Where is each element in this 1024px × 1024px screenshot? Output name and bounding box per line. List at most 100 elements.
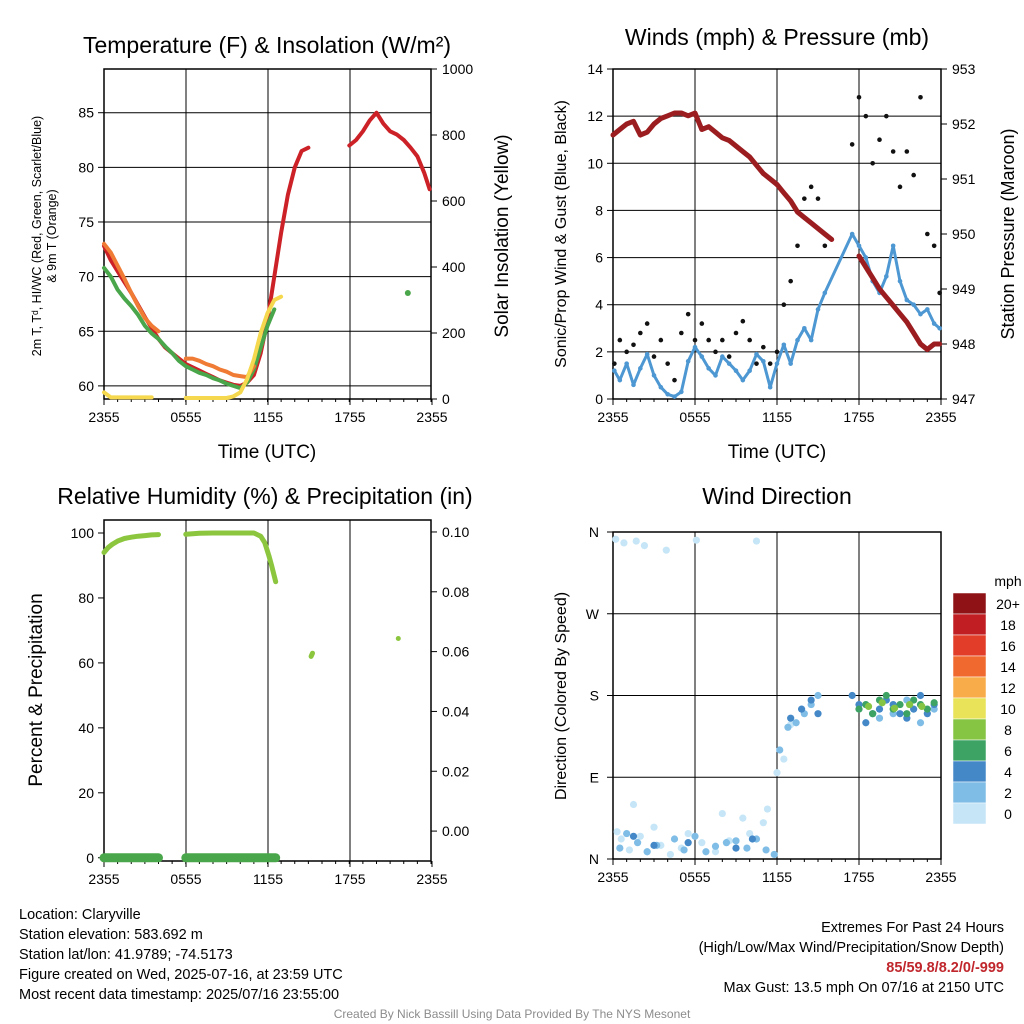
wind-point	[931, 321, 937, 326]
gust-point	[733, 330, 739, 336]
y-tick-label: 4	[595, 297, 603, 313]
direction-point	[629, 832, 638, 840]
direction-point	[916, 691, 925, 700]
direction-point	[752, 537, 761, 545]
x-tick-label: 2355	[597, 409, 628, 425]
direction-point	[896, 700, 904, 709]
gust-point	[672, 377, 677, 383]
gust-point	[781, 302, 787, 308]
wind-point	[815, 307, 821, 312]
wind-point	[679, 389, 684, 395]
wind-point	[631, 382, 636, 388]
y2-axis-label: Solar Insolation (Yellow)	[492, 134, 513, 337]
direction-point	[770, 850, 778, 859]
temp-series-line	[347, 110, 432, 192]
x-tick-label: 1755	[334, 409, 365, 425]
direction-point	[862, 719, 870, 727]
wind-point	[937, 325, 942, 331]
gust-point	[706, 337, 711, 343]
temp-series-point	[404, 290, 411, 297]
gust-point	[904, 149, 910, 154]
x-tick-label: 2355	[416, 871, 447, 887]
y2-tick-label: 0.06	[442, 644, 469, 660]
legend-label: 14	[1000, 659, 1016, 675]
direction-point	[640, 542, 649, 550]
y-axis-label: Percent & Precipitation	[26, 593, 47, 786]
direction-point	[798, 705, 806, 713]
recent-data-text: Most recent data timestamp: 2025/07/16 2…	[19, 987, 340, 1003]
x-tick-label: 2355	[925, 409, 956, 425]
direction-point	[773, 769, 781, 777]
x-tick-label: 1155	[253, 409, 283, 425]
legend-label: 2	[1004, 785, 1012, 801]
direction-point	[890, 704, 899, 712]
wind-point	[808, 337, 814, 343]
direction-point	[620, 539, 628, 547]
y-tick-label: 80	[78, 590, 94, 606]
wind-point	[638, 366, 643, 371]
wind-point	[781, 342, 787, 348]
direction-point	[746, 829, 754, 838]
chart-title: Relative Humidity (%) & Precipitation (i…	[57, 483, 472, 509]
direction-point	[916, 719, 925, 727]
direction-point	[636, 832, 644, 840]
gust-point	[937, 290, 942, 296]
gust-point	[767, 361, 773, 366]
extremes-values: 85/59.8/8.2/0/-999	[886, 960, 1004, 976]
wind-point	[849, 231, 855, 237]
gust-point	[713, 349, 718, 355]
y-tick-label: 0	[595, 391, 603, 407]
wind-point	[612, 368, 617, 374]
gust-point	[890, 149, 896, 154]
direction-point	[780, 755, 788, 763]
direction-point	[814, 691, 822, 700]
wind-point	[740, 377, 746, 383]
direction-point	[613, 828, 621, 836]
direction-point	[882, 691, 890, 700]
gust-point	[679, 330, 684, 336]
gust-point	[638, 330, 643, 336]
direction-point	[625, 846, 634, 854]
x-tick-label: 2355	[416, 409, 447, 425]
direction-point	[698, 839, 706, 847]
gust-point	[754, 361, 759, 366]
legend-swatch	[952, 613, 987, 636]
x-tick-label: 0555	[679, 409, 710, 425]
extremes-info: Extremes For Past 24 Hours (High/Low/Max…	[699, 918, 1004, 998]
wind-point	[644, 351, 650, 357]
temp-series-line	[183, 294, 284, 400]
direction-point	[702, 848, 710, 856]
y-tick-label: 12	[587, 108, 603, 124]
y-tick-label: E	[590, 769, 599, 785]
gust-point	[761, 344, 766, 350]
gust-point	[856, 94, 862, 100]
direction-point	[905, 700, 914, 709]
chart-title: Winds (mph) & Pressure (mb)	[625, 24, 929, 50]
wind-point	[897, 278, 903, 284]
y2-tick-label: 953	[952, 61, 976, 77]
wind-point	[904, 297, 910, 303]
y2-tick-label: 0.02	[442, 763, 469, 779]
y-tick-label: 6	[595, 250, 603, 266]
direction-point	[629, 800, 638, 809]
y2-tick-label: 200	[442, 325, 466, 341]
gust-point	[802, 196, 807, 201]
wind-point	[672, 394, 677, 399]
direction-point	[612, 535, 620, 543]
x-tick-label: 2355	[597, 869, 628, 885]
wind-point	[822, 290, 828, 296]
y-tick-label: 70	[78, 269, 94, 285]
extremes-subtitle: (High/Low/Max Wind/Precipitation/Snow De…	[698, 940, 1004, 956]
y-tick-label: 65	[78, 323, 94, 339]
extremes-title: Extremes For Past 24 Hours	[821, 920, 1004, 936]
gust-point	[631, 342, 636, 348]
y-tick-label: 10	[587, 155, 603, 171]
chart-title: Wind Direction	[702, 483, 852, 509]
direction-point	[743, 844, 751, 852]
humidity-line-point	[395, 636, 401, 641]
legend-label: 4	[1004, 764, 1012, 780]
wind-point	[863, 255, 869, 260]
y2-tick-label: 0.04	[442, 703, 469, 719]
latlon-text: Station lat/lon: 41.9789; -74.5173	[19, 947, 233, 963]
wind-point	[692, 344, 698, 350]
